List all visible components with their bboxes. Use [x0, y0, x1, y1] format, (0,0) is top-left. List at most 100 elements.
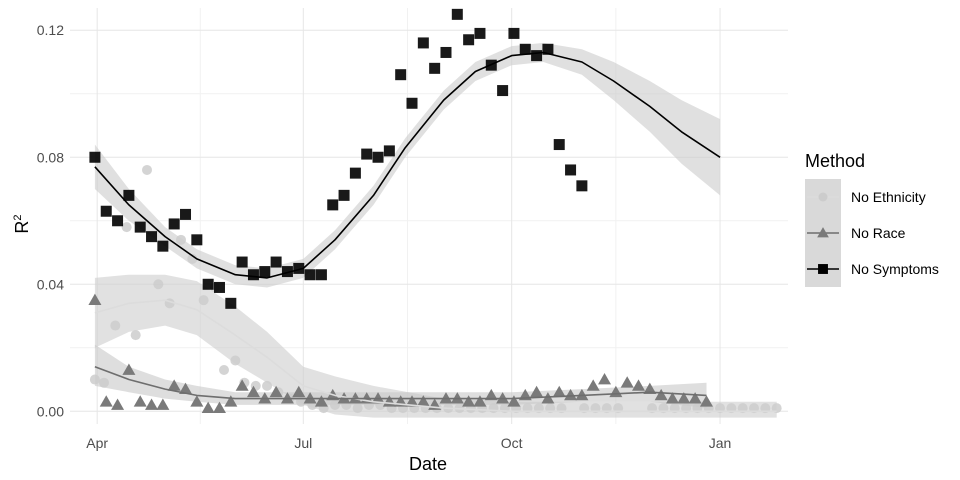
- data-point-no-race: [541, 392, 555, 404]
- data-point-no-symptoms: [236, 256, 248, 268]
- data-point-no-symptoms: [349, 167, 361, 179]
- data-point-no-race: [699, 395, 713, 407]
- data-point-no-symptoms: [270, 256, 282, 268]
- data-point-no-race: [314, 395, 328, 407]
- data-point-no-ethnicity: [89, 374, 100, 385]
- data-point-no-race: [507, 395, 521, 407]
- data-point-no-race: [484, 388, 498, 401]
- data-point-no-symptoms: [451, 8, 463, 20]
- legend: Method No Ethnicity No Race No Symptoms: [805, 151, 939, 287]
- data-point-no-ethnicity: [219, 365, 230, 376]
- data-point-no-race: [688, 392, 702, 404]
- data-point-no-symptoms: [304, 269, 316, 281]
- data-point-no-race: [303, 392, 317, 404]
- data-point-no-race: [439, 392, 453, 404]
- data-point-no-race: [654, 388, 668, 401]
- data-point-no-symptoms: [361, 148, 373, 160]
- data-point-no-symptoms: [474, 27, 486, 39]
- data-point-no-race: [88, 293, 102, 306]
- data-point-no-race: [643, 382, 657, 394]
- data-point-no-symptoms: [553, 139, 565, 151]
- data-point-no-race: [586, 379, 600, 391]
- data-point-no-race: [269, 385, 283, 398]
- data-point-no-symptoms: [508, 27, 520, 39]
- data-point-no-race: [598, 373, 612, 385]
- data-point-no-ethnicity: [230, 355, 241, 366]
- data-point-no-ethnicity: [110, 320, 121, 331]
- data-point-no-symptoms: [259, 266, 271, 278]
- data-point-no-race: [496, 392, 510, 404]
- data-point-no-symptoms: [417, 37, 429, 49]
- data-point-no-race: [552, 385, 566, 398]
- data-point-no-symptoms: [225, 297, 237, 309]
- data-point-no-symptoms: [338, 189, 350, 201]
- data-point-no-ethnicity: [352, 403, 363, 414]
- y-axis-title-superscript: 2: [12, 214, 24, 220]
- data-point-no-symptoms: [395, 69, 407, 81]
- data-point-no-race: [99, 395, 113, 407]
- data-point-no-race: [156, 398, 170, 410]
- x-tick-label: Jul: [294, 435, 312, 451]
- fit-line-no-symptoms: [94, 51, 721, 279]
- y-tick-label: 0.12: [37, 22, 64, 38]
- data-point-no-race: [246, 385, 260, 398]
- data-point-no-symptoms: [180, 208, 192, 220]
- legend-label-no-ethnicity: No Ethnicity: [851, 189, 926, 205]
- data-point-no-race: [190, 395, 204, 407]
- x-axis-title: Date: [409, 454, 447, 474]
- data-point-no-ethnicity: [130, 330, 141, 341]
- data-point-no-symptoms: [576, 180, 588, 192]
- data-point-no-race: [337, 392, 351, 404]
- fit-line-no-race: [94, 366, 707, 400]
- data-point-no-symptoms: [247, 269, 259, 281]
- data-point-no-race: [280, 392, 294, 404]
- data-point-no-race: [201, 401, 215, 413]
- data-point-no-symptoms: [429, 62, 441, 74]
- data-point-no-race: [111, 398, 125, 410]
- data-point-no-race: [258, 392, 272, 404]
- data-point-no-race: [371, 392, 385, 404]
- fit-lines: [94, 51, 777, 413]
- data-point-no-race: [167, 379, 181, 391]
- data-point-no-race: [224, 395, 238, 407]
- legend-title: Method: [805, 151, 865, 171]
- legend-label-no-race: No Race: [851, 225, 906, 241]
- data-point-no-symptoms: [112, 215, 124, 227]
- data-point-no-race: [450, 392, 464, 404]
- data-point-no-race: [677, 392, 691, 404]
- data-point-no-race: [235, 379, 249, 391]
- y-tick-label: 0.08: [37, 149, 64, 165]
- data-point-no-race: [179, 382, 193, 394]
- data-point-no-symptoms: [157, 240, 169, 252]
- x-tick-label: Oct: [501, 435, 523, 451]
- data-point-no-race: [462, 395, 476, 407]
- data-point-no-race: [620, 376, 634, 388]
- fit-line-no-ethnicity: [94, 299, 777, 413]
- data-point-no-race: [530, 385, 544, 398]
- data-point-no-symptoms: [315, 269, 327, 281]
- data-point-no-symptoms: [293, 262, 305, 274]
- data-point-no-symptoms: [146, 231, 158, 243]
- data-point-no-symptoms: [134, 221, 146, 233]
- data-point-no-ethnicity: [121, 222, 132, 233]
- confidence-bands: [94, 42, 777, 418]
- y-axis-title: R2: [12, 214, 32, 233]
- data-point-no-symptoms: [372, 151, 384, 163]
- data-point-no-race: [632, 379, 646, 391]
- data-point-no-race: [416, 395, 430, 407]
- data-point-no-ethnicity: [153, 279, 164, 290]
- data-point-no-symptoms: [565, 164, 577, 176]
- x-tick-label: Apr: [86, 435, 108, 451]
- data-point-no-ethnicity: [175, 234, 186, 245]
- data-point-no-race: [133, 395, 147, 407]
- data-point-no-ethnicity: [198, 295, 209, 306]
- data-point-no-symptoms: [213, 281, 225, 293]
- data-point-no-ethnicity: [187, 253, 198, 264]
- data-point-no-race: [473, 395, 487, 407]
- data-point-no-ethnicity: [262, 380, 273, 391]
- data-point-no-race: [212, 401, 226, 413]
- data-point-no-symptoms: [100, 205, 112, 217]
- data-point-no-ethnicity: [142, 164, 153, 175]
- confidence-band-no-race: [94, 344, 707, 409]
